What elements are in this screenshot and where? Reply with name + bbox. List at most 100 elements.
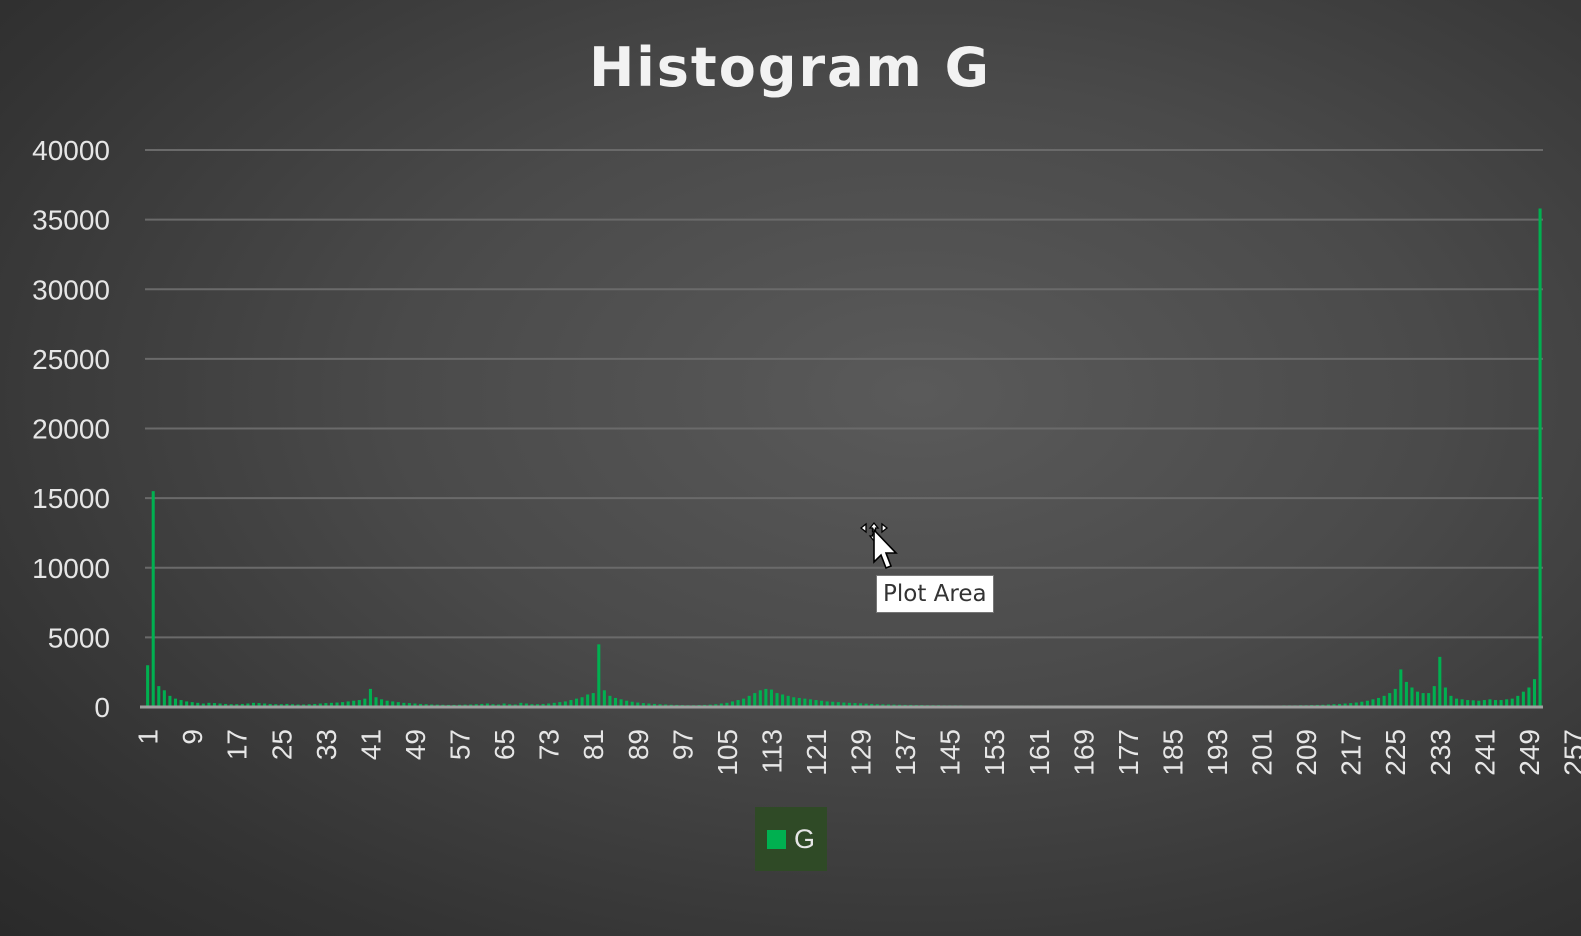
histogram-bar[interactable] [257,703,261,707]
plot-area[interactable] [146,208,1542,708]
histogram-bar[interactable] [597,644,601,707]
histogram-bar[interactable] [179,700,183,707]
histogram-bar[interactable] [586,694,590,707]
histogram-bar[interactable] [162,690,166,707]
histogram-bar[interactable] [608,695,612,707]
histogram-bar[interactable] [419,703,423,707]
histogram-bar[interactable] [625,700,629,707]
histogram-bar[interactable] [1443,687,1447,708]
histogram-bar[interactable] [212,703,217,707]
histogram-bar[interactable] [1505,699,1509,707]
histogram-bar[interactable] [224,703,228,707]
histogram-bar[interactable] [842,702,846,707]
histogram-bar[interactable] [864,703,868,707]
histogram-bar[interactable] [380,699,384,707]
histogram-bar[interactable] [831,701,835,707]
histogram-bar[interactable] [1377,697,1381,707]
histogram-bar[interactable] [647,703,651,707]
histogram-bar[interactable] [1416,691,1420,707]
histogram-bar[interactable] [808,699,812,707]
histogram-bar[interactable] [1365,700,1369,707]
histogram-bar[interactable] [870,703,874,707]
histogram-bar[interactable] [1360,701,1364,707]
histogram-bar[interactable] [151,491,155,707]
histogram-bar[interactable] [1404,681,1408,707]
histogram-bar[interactable] [519,702,523,707]
histogram-bar[interactable] [480,703,484,707]
histogram-bar[interactable] [1460,699,1464,707]
histogram-bar[interactable] [859,703,863,707]
histogram-bar[interactable] [725,702,729,707]
histogram-bar[interactable] [1371,699,1375,707]
histogram-bar[interactable] [619,699,623,707]
histogram-bar[interactable] [775,693,779,707]
histogram-bar[interactable] [251,702,255,707]
histogram-bar[interactable] [781,694,785,707]
histogram-bar[interactable] [352,700,356,707]
histogram-bar[interactable] [847,702,851,707]
histogram-bar[interactable] [363,698,367,707]
histogram-bar[interactable] [157,686,161,707]
histogram-bar[interactable] [1354,702,1358,707]
histogram-bar[interactable] [558,702,562,707]
histogram-bar[interactable] [240,703,244,707]
histogram-bar[interactable] [201,703,205,707]
histogram-bar[interactable] [524,703,528,707]
histogram-bar[interactable] [630,701,634,707]
histogram-bar[interactable] [385,700,389,707]
histogram-bar[interactable] [736,700,740,707]
histogram-bar[interactable] [1532,679,1537,707]
histogram-bar[interactable] [836,702,840,707]
histogram-bar[interactable] [1488,699,1492,707]
histogram-bar[interactable] [652,703,657,707]
histogram-bar[interactable] [641,703,645,707]
histogram-bar[interactable] [396,702,400,707]
histogram-bar[interactable] [541,703,545,707]
histogram-bar[interactable] [329,702,333,707]
histogram-bar[interactable] [1455,698,1459,707]
histogram-bar[interactable] [1538,208,1542,708]
histogram-bar[interactable] [1349,703,1353,707]
histogram-bar[interactable] [758,690,762,707]
histogram-bar[interactable] [1438,656,1442,707]
histogram-bar[interactable] [185,701,189,707]
histogram-bar[interactable] [563,701,567,707]
histogram-bar[interactable] [591,693,595,707]
legend[interactable]: G [755,807,827,871]
histogram-bar[interactable] [173,698,178,707]
histogram-bar[interactable] [168,695,172,707]
histogram-bar[interactable] [753,693,757,707]
histogram-bar[interactable] [1449,695,1453,707]
histogram-bar[interactable] [1393,688,1397,707]
histogram-bar[interactable] [324,703,328,707]
histogram-bar[interactable] [407,703,411,707]
histogram-bar[interactable] [1338,703,1342,707]
histogram-bar[interactable] [402,702,406,707]
histogram-bar[interactable] [602,690,606,707]
histogram-bar[interactable] [207,702,211,707]
histogram-bar[interactable] [368,688,372,707]
histogram-bar[interactable] [391,701,395,707]
histogram-bar[interactable] [569,700,573,707]
histogram-bar[interactable] [196,702,200,707]
histogram-bar[interactable] [1410,687,1414,708]
histogram-bar[interactable] [146,665,150,707]
histogram-bar[interactable] [574,698,579,707]
histogram-bar[interactable] [825,701,829,707]
histogram-bar[interactable] [1499,700,1503,707]
histogram-bar[interactable] [1482,700,1486,707]
histogram-bar[interactable] [335,702,339,707]
histogram-bar[interactable] [719,703,723,707]
histogram-bar[interactable] [636,702,640,707]
histogram-bar[interactable] [747,695,751,707]
histogram-bar[interactable] [792,697,796,707]
histogram-bar[interactable] [853,703,857,707]
histogram-bar[interactable] [346,701,350,707]
histogram-bar[interactable] [580,697,584,707]
histogram-bar[interactable] [218,703,222,707]
histogram-bar[interactable] [742,698,746,707]
histogram-bar[interactable] [1521,691,1525,707]
histogram-bar[interactable] [1399,669,1403,707]
histogram-bar[interactable] [820,700,824,707]
